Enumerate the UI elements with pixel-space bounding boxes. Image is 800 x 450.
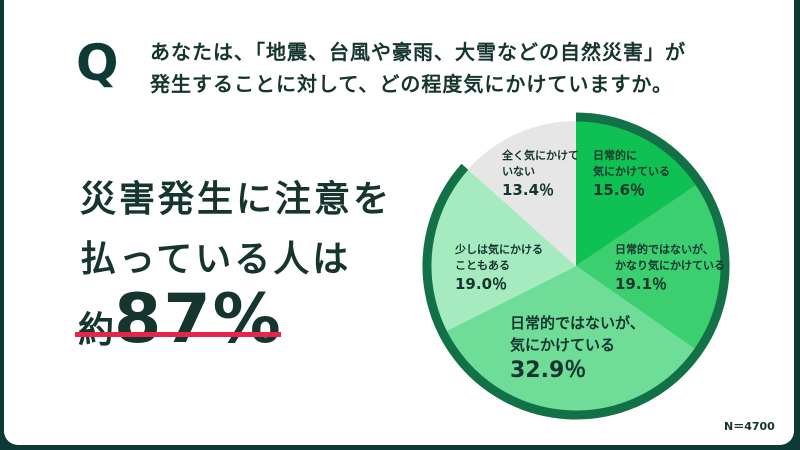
slice-label-line: 気にかけている [510,336,616,354]
highlight-ring-arc [422,112,730,420]
slice-label-line: かなり気にかけている [615,259,725,272]
slice-value: 13.4％ [502,181,555,199]
slice-label-line: 日常的ではないが、 [615,243,714,256]
slice-label-4: 全く気にかけて いない 13.4％ [502,148,579,198]
pie-slice-4 [467,121,576,266]
slice-value: 32.9％ [510,358,587,383]
slice-label-line: 日常的に [593,149,637,162]
pie-slice-3 [431,169,576,332]
slice-label-line: 全く気にかけて [502,149,579,162]
slice-label-0: 日常的に 気にかけている 15.6％ [593,148,670,198]
headline: 災害発生に注意を 払っている人は [80,170,392,290]
slice-label-line: 気にかけている [593,165,670,178]
headline-line-1: 災害発生に注意を [80,179,393,220]
headline-percent: 87% [114,280,283,359]
headline-prefix: 約 [78,310,115,351]
slice-label-3: 少しは気にかける こともある 19.0％ [455,242,543,292]
question-mark: Q [76,34,119,92]
question-line-2: 発生することに対して、どの程度気にかけていますか。 [150,72,673,96]
question-text: あなたは、「地震、台風や豪雨、大雪などの自然災害」が 発生することに対して、どの… [150,36,686,100]
question-line-1: あなたは、「地震、台風や豪雨、大雪などの自然災害」が [150,40,686,64]
headline-line-2: 払っている人は [80,239,352,280]
slice-value: 19.1％ [615,275,668,293]
slice-label-line: 少しは気にかける [455,243,543,256]
slice-value: 19.0％ [455,275,508,293]
slice-label-2: 日常的ではないが、 気にかけている 32.9％ [510,312,645,382]
sample-size: N＝4700 [724,420,775,433]
slice-label-line: こともある [455,259,510,272]
slice-label-1: 日常的ではないが、 かなり気にかけている 19.1％ [615,242,725,292]
slice-label-line: 日常的ではないが、 [510,314,645,332]
highlight-underline [75,332,281,337]
pie-slice-2 [446,266,695,411]
headline-value: 約87% [78,280,283,359]
slice-label-line: いない [502,165,535,178]
pie-slice-0 [576,121,697,266]
pie-slice-1 [576,185,721,350]
slice-value: 15.6％ [593,181,646,199]
